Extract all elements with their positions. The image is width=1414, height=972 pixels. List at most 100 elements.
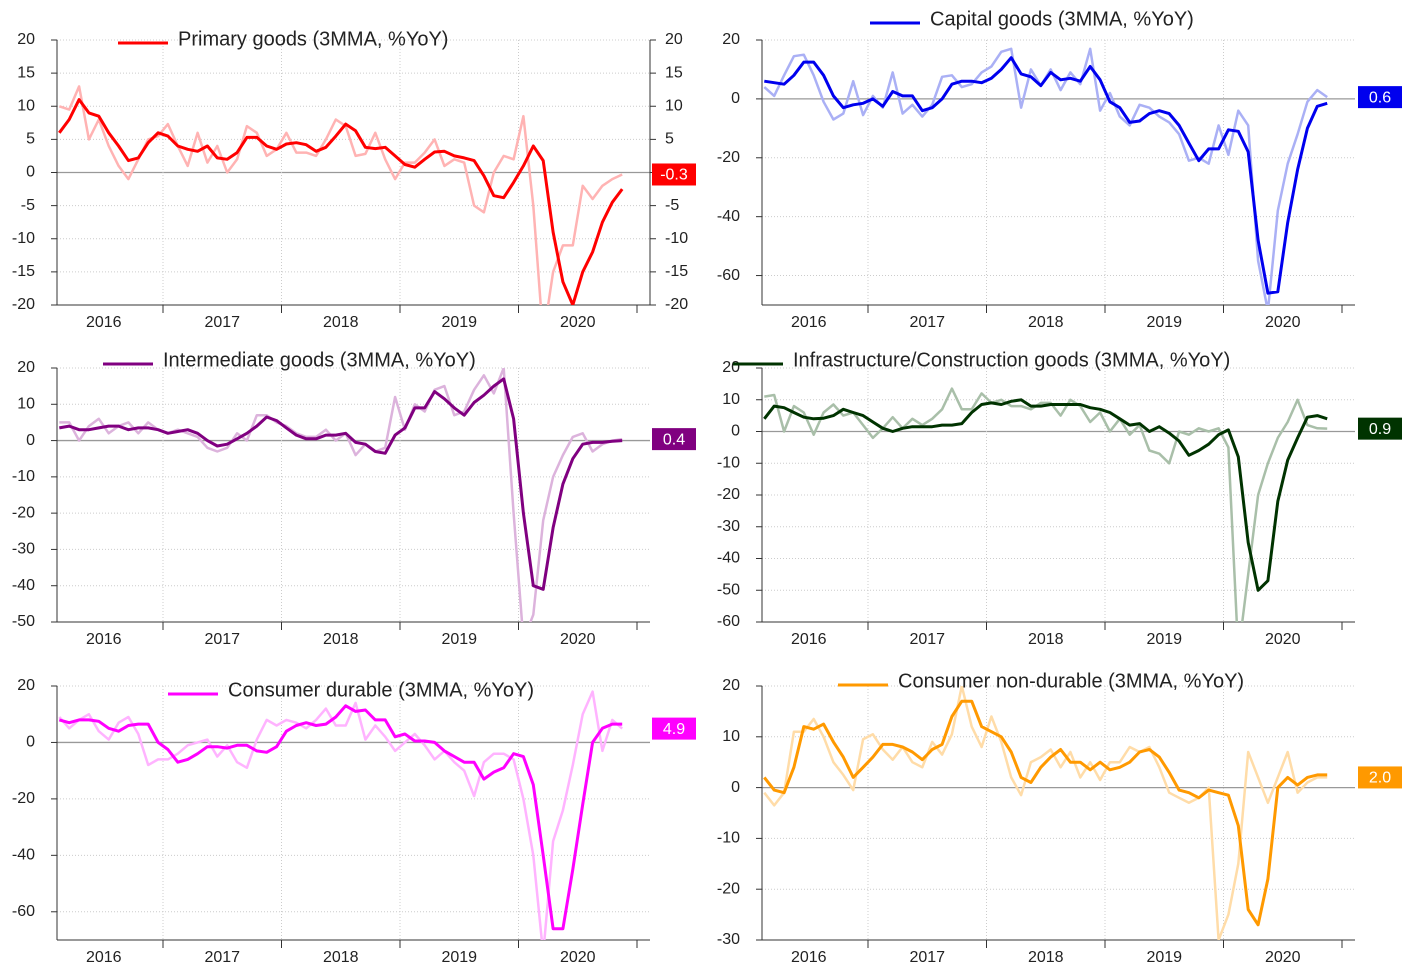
y-tick-label: 0 [731,423,740,440]
y-tick-label: -40 [717,208,740,225]
x-tick-label: 2018 [323,631,359,648]
y-tick-label: 0 [26,164,35,181]
x-tick-label: 2020 [1265,631,1301,648]
x-tick-label: 2017 [909,631,945,648]
series-line [59,377,623,591]
y2-tick-label: -10 [665,230,688,247]
y2-tick-label: -20 [665,296,688,313]
series-line [764,56,1328,295]
y-tick-label: -60 [717,267,740,284]
y-tick-label: -50 [12,613,35,630]
y-tick-label: -40 [717,550,740,567]
chart-panel: 20 10 0 -10 -20 -30 2016 2017 2018 2019 2020 Consum… [717,670,1402,966]
end-label: 4.9 [663,721,685,738]
chart-panel: 20 10 0 -10 -20 -30 -40 -50 2016 2017 2018 2019 2020… [12,349,696,648]
x-tick-label: 2016 [86,631,122,648]
monthly-line [59,368,623,622]
y-tick-label: -30 [717,518,740,535]
y-tick-label: 0 [26,432,35,449]
x-tick-label: 2016 [86,314,122,331]
y-tick-label: 5 [26,131,35,148]
end-label: -0.3 [660,167,688,184]
end-label-box [1358,766,1402,789]
x-tick-label: 2019 [441,631,477,648]
x-tick-label: 2018 [1028,949,1064,966]
legend-label: Consumer non-durable (3MMA, %YoY) [898,670,1244,692]
x-tick-label: 2017 [204,949,240,966]
y-tick-label: -60 [717,613,740,630]
y-tick-label: -10 [12,468,35,485]
y-tick-label: 20 [17,31,35,48]
y-tick-label: 20 [17,359,35,376]
y-tick-label: -20 [12,790,35,807]
y-tick-label: 10 [722,391,740,408]
x-tick-label: 2020 [1265,314,1301,331]
x-tick-label: 2020 [1265,949,1301,966]
monthly-line [58,85,623,305]
series-line [763,398,1328,592]
x-tick-label: 2017 [204,314,240,331]
end-label-box [1358,417,1402,440]
y2-tick-label: 20 [665,31,683,48]
chart-panel: 20 0 -20 -40 -60 2016 2017 2018 2019 2020 Consumer… [12,677,696,966]
end-label-box [652,717,696,740]
x-tick-label: 2016 [791,631,827,648]
y-tick-label: 15 [17,64,35,81]
x-tick-label: 2016 [86,949,122,966]
chart-panel: 20151050-5-10-15-2020151050-5-10-15-2020… [12,28,696,331]
x-tick-label: 2017 [909,314,945,331]
y-tick-label: 10 [722,728,740,745]
series-line [763,699,1328,927]
chart-panel: 20 10 0 -10 -20 -30 -40 -50 -60 2016 2017 2018 2019 2… [717,349,1402,648]
y2-tick-label: 5 [665,131,674,148]
legend-label: Intermediate goods (3MMA, %YoY) [163,349,476,371]
end-label: 0.4 [663,431,685,448]
x-tick-label: 2016 [791,949,827,966]
monthly-line [763,686,1328,940]
y2-tick-label: 15 [665,64,683,81]
y-tick-label: 20 [722,31,740,48]
series-line [58,704,623,931]
y-tick-label: 0 [731,779,740,796]
x-tick-label: 2019 [1146,949,1182,966]
series-line [58,98,624,305]
y-tick-label: 20 [17,677,35,694]
end-label-box [652,428,696,451]
y-tick-label: -10 [12,230,35,247]
end-label-box [652,163,696,186]
y-tick-label: -20 [717,486,740,503]
y-tick-label: -10 [717,830,740,847]
end-label-box [1358,86,1402,109]
y-tick-label: -10 [717,454,740,471]
monthly-line [58,690,624,940]
x-tick-label: 2018 [323,314,359,331]
x-tick-label: 2018 [1028,631,1064,648]
legend-label: Infrastructure/Construction goods (3MMA,… [793,349,1230,371]
y-tick-label: -20 [717,880,740,897]
y-tick-label: -20 [12,296,35,313]
y-tick-label: -40 [12,577,35,594]
y-tick-label: -50 [717,581,740,598]
x-tick-label: 2017 [204,631,240,648]
y2-tick-label: 10 [665,97,683,114]
y-tick-label: 20 [722,359,740,376]
y-tick-label: -40 [12,847,35,864]
y-tick-label: 20 [722,677,740,694]
y-tick-label: 0 [731,90,740,107]
y-tick-label: -5 [21,197,35,214]
monthly-line [763,47,1328,305]
y-tick-label: 10 [17,97,35,114]
y-tick-label: 0 [26,734,35,751]
y-tick-label: -30 [717,931,740,948]
x-tick-label: 2020 [560,631,596,648]
x-tick-label: 2018 [323,949,359,966]
end-label: 0.9 [1369,421,1391,438]
x-tick-label: 2017 [909,949,945,966]
monthly-line [764,387,1328,622]
x-tick-label: 2016 [791,314,827,331]
end-label: 0.6 [1369,89,1391,106]
x-tick-label: 2018 [1028,314,1064,331]
x-tick-label: 2019 [1146,631,1182,648]
y-tick-label: 10 [17,396,35,413]
